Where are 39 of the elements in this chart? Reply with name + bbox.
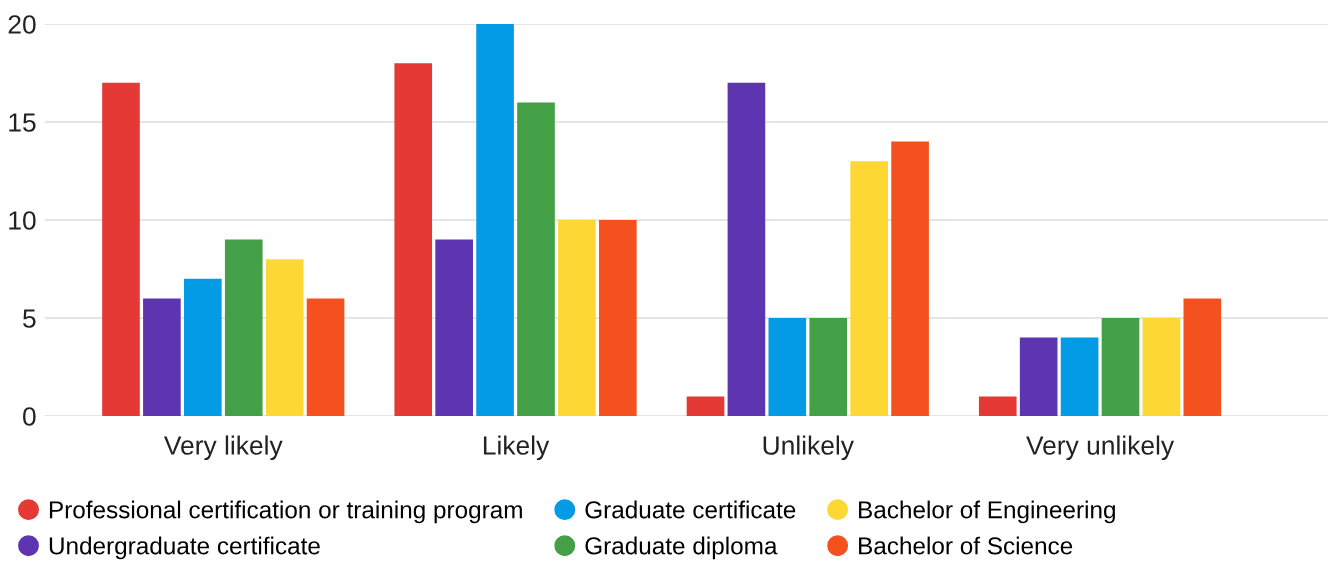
x-tick-label: Very unlikely bbox=[1026, 435, 1175, 461]
bar bbox=[686, 396, 725, 416]
bar bbox=[850, 161, 888, 416]
bar bbox=[599, 220, 637, 416]
y-tick-label: 20 bbox=[8, 15, 36, 34]
x-tick-label: Very likely bbox=[164, 435, 283, 461]
y-tick-label: 15 bbox=[9, 113, 36, 132]
bar bbox=[517, 102, 555, 416]
legend-label: Bachelor of Engineering bbox=[859, 500, 1115, 524]
bar bbox=[727, 82, 766, 416]
y-tick-label: 10 bbox=[9, 211, 36, 230]
bar bbox=[1060, 337, 1099, 416]
bar bbox=[102, 82, 140, 416]
bar bbox=[891, 141, 929, 416]
legend-label: Graduate diploma bbox=[585, 536, 778, 560]
x-tick-label: Unlikely bbox=[763, 435, 854, 461]
bar bbox=[1019, 337, 1058, 416]
bar bbox=[1142, 318, 1181, 416]
bar bbox=[224, 239, 263, 416]
legend-label: Professional certification or training program bbox=[49, 500, 522, 524]
bar bbox=[265, 259, 304, 416]
y-tick-label: 0 bbox=[23, 407, 36, 426]
bar bbox=[143, 298, 181, 416]
bar bbox=[476, 24, 514, 416]
legend-label: Bachelor of Science bbox=[859, 536, 1073, 555]
bar bbox=[394, 63, 433, 416]
bar bbox=[809, 318, 848, 416]
bar bbox=[978, 396, 1017, 416]
bar bbox=[306, 298, 345, 416]
y-tick-label: 5 bbox=[23, 309, 36, 328]
bar bbox=[1183, 298, 1222, 416]
bar bbox=[184, 278, 222, 416]
legend-label: Graduate certificate bbox=[585, 500, 796, 519]
bar bbox=[1101, 318, 1140, 416]
bar bbox=[768, 318, 807, 416]
bar bbox=[558, 220, 596, 416]
legend-label: Undergraduate certificate bbox=[49, 536, 320, 560]
bar bbox=[435, 239, 473, 416]
x-tick-label: Likely bbox=[483, 435, 550, 461]
